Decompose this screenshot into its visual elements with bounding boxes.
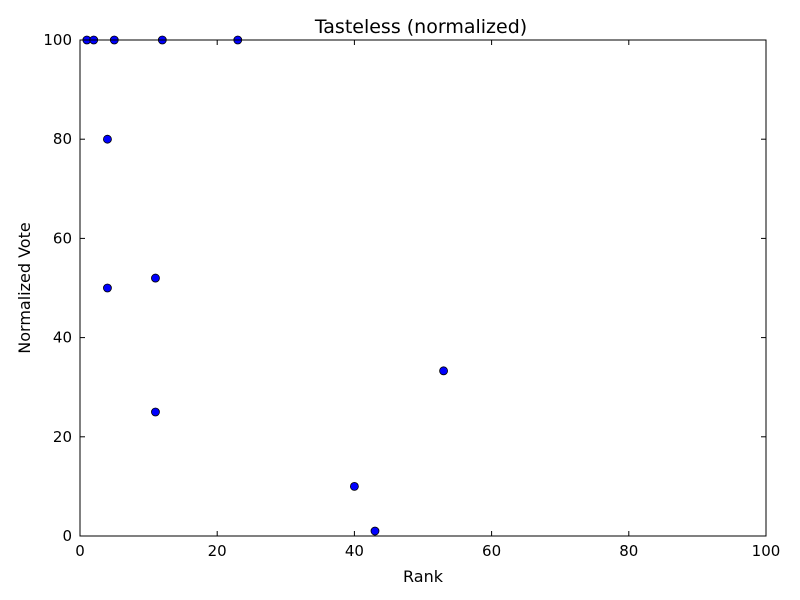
x-tick-label: 40 (345, 542, 364, 560)
y-axis-label: Normalized Vote (15, 222, 34, 353)
data-point (103, 283, 112, 293)
chart-title: Tasteless (normalized) (314, 16, 527, 38)
data-points (82, 35, 448, 536)
y-tick-label: 80 (53, 130, 72, 148)
y-tick-label: 60 (53, 229, 72, 247)
x-tick-label: 60 (482, 542, 501, 560)
data-point (103, 134, 112, 144)
x-tick-label: 80 (619, 542, 638, 560)
y-tick-label: 0 (62, 527, 72, 545)
data-point (349, 481, 359, 491)
x-tick-label: 0 (75, 542, 85, 560)
x-axis-label: Rank (403, 567, 444, 586)
y-tick-label: 40 (53, 329, 72, 347)
data-point (151, 407, 160, 417)
plot-frame (79, 39, 767, 537)
x-tick-label: 20 (208, 542, 227, 560)
data-point (370, 526, 380, 536)
data-point (151, 273, 160, 283)
y-tick-label: 20 (53, 428, 72, 446)
data-point (439, 366, 448, 376)
axis-ticks: 0 20 40 60 80 100 0 20 40 60 80 100 (43, 31, 780, 560)
y-tick-label: 100 (43, 31, 72, 49)
x-tick-label: 100 (752, 542, 781, 560)
